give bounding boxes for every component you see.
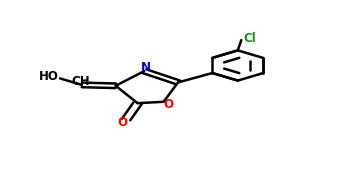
Text: HO: HO bbox=[39, 70, 59, 83]
Text: N: N bbox=[141, 61, 151, 74]
Text: O: O bbox=[118, 117, 128, 130]
Text: CH: CH bbox=[72, 75, 90, 88]
Text: Cl: Cl bbox=[243, 32, 256, 45]
Text: O: O bbox=[164, 98, 174, 111]
